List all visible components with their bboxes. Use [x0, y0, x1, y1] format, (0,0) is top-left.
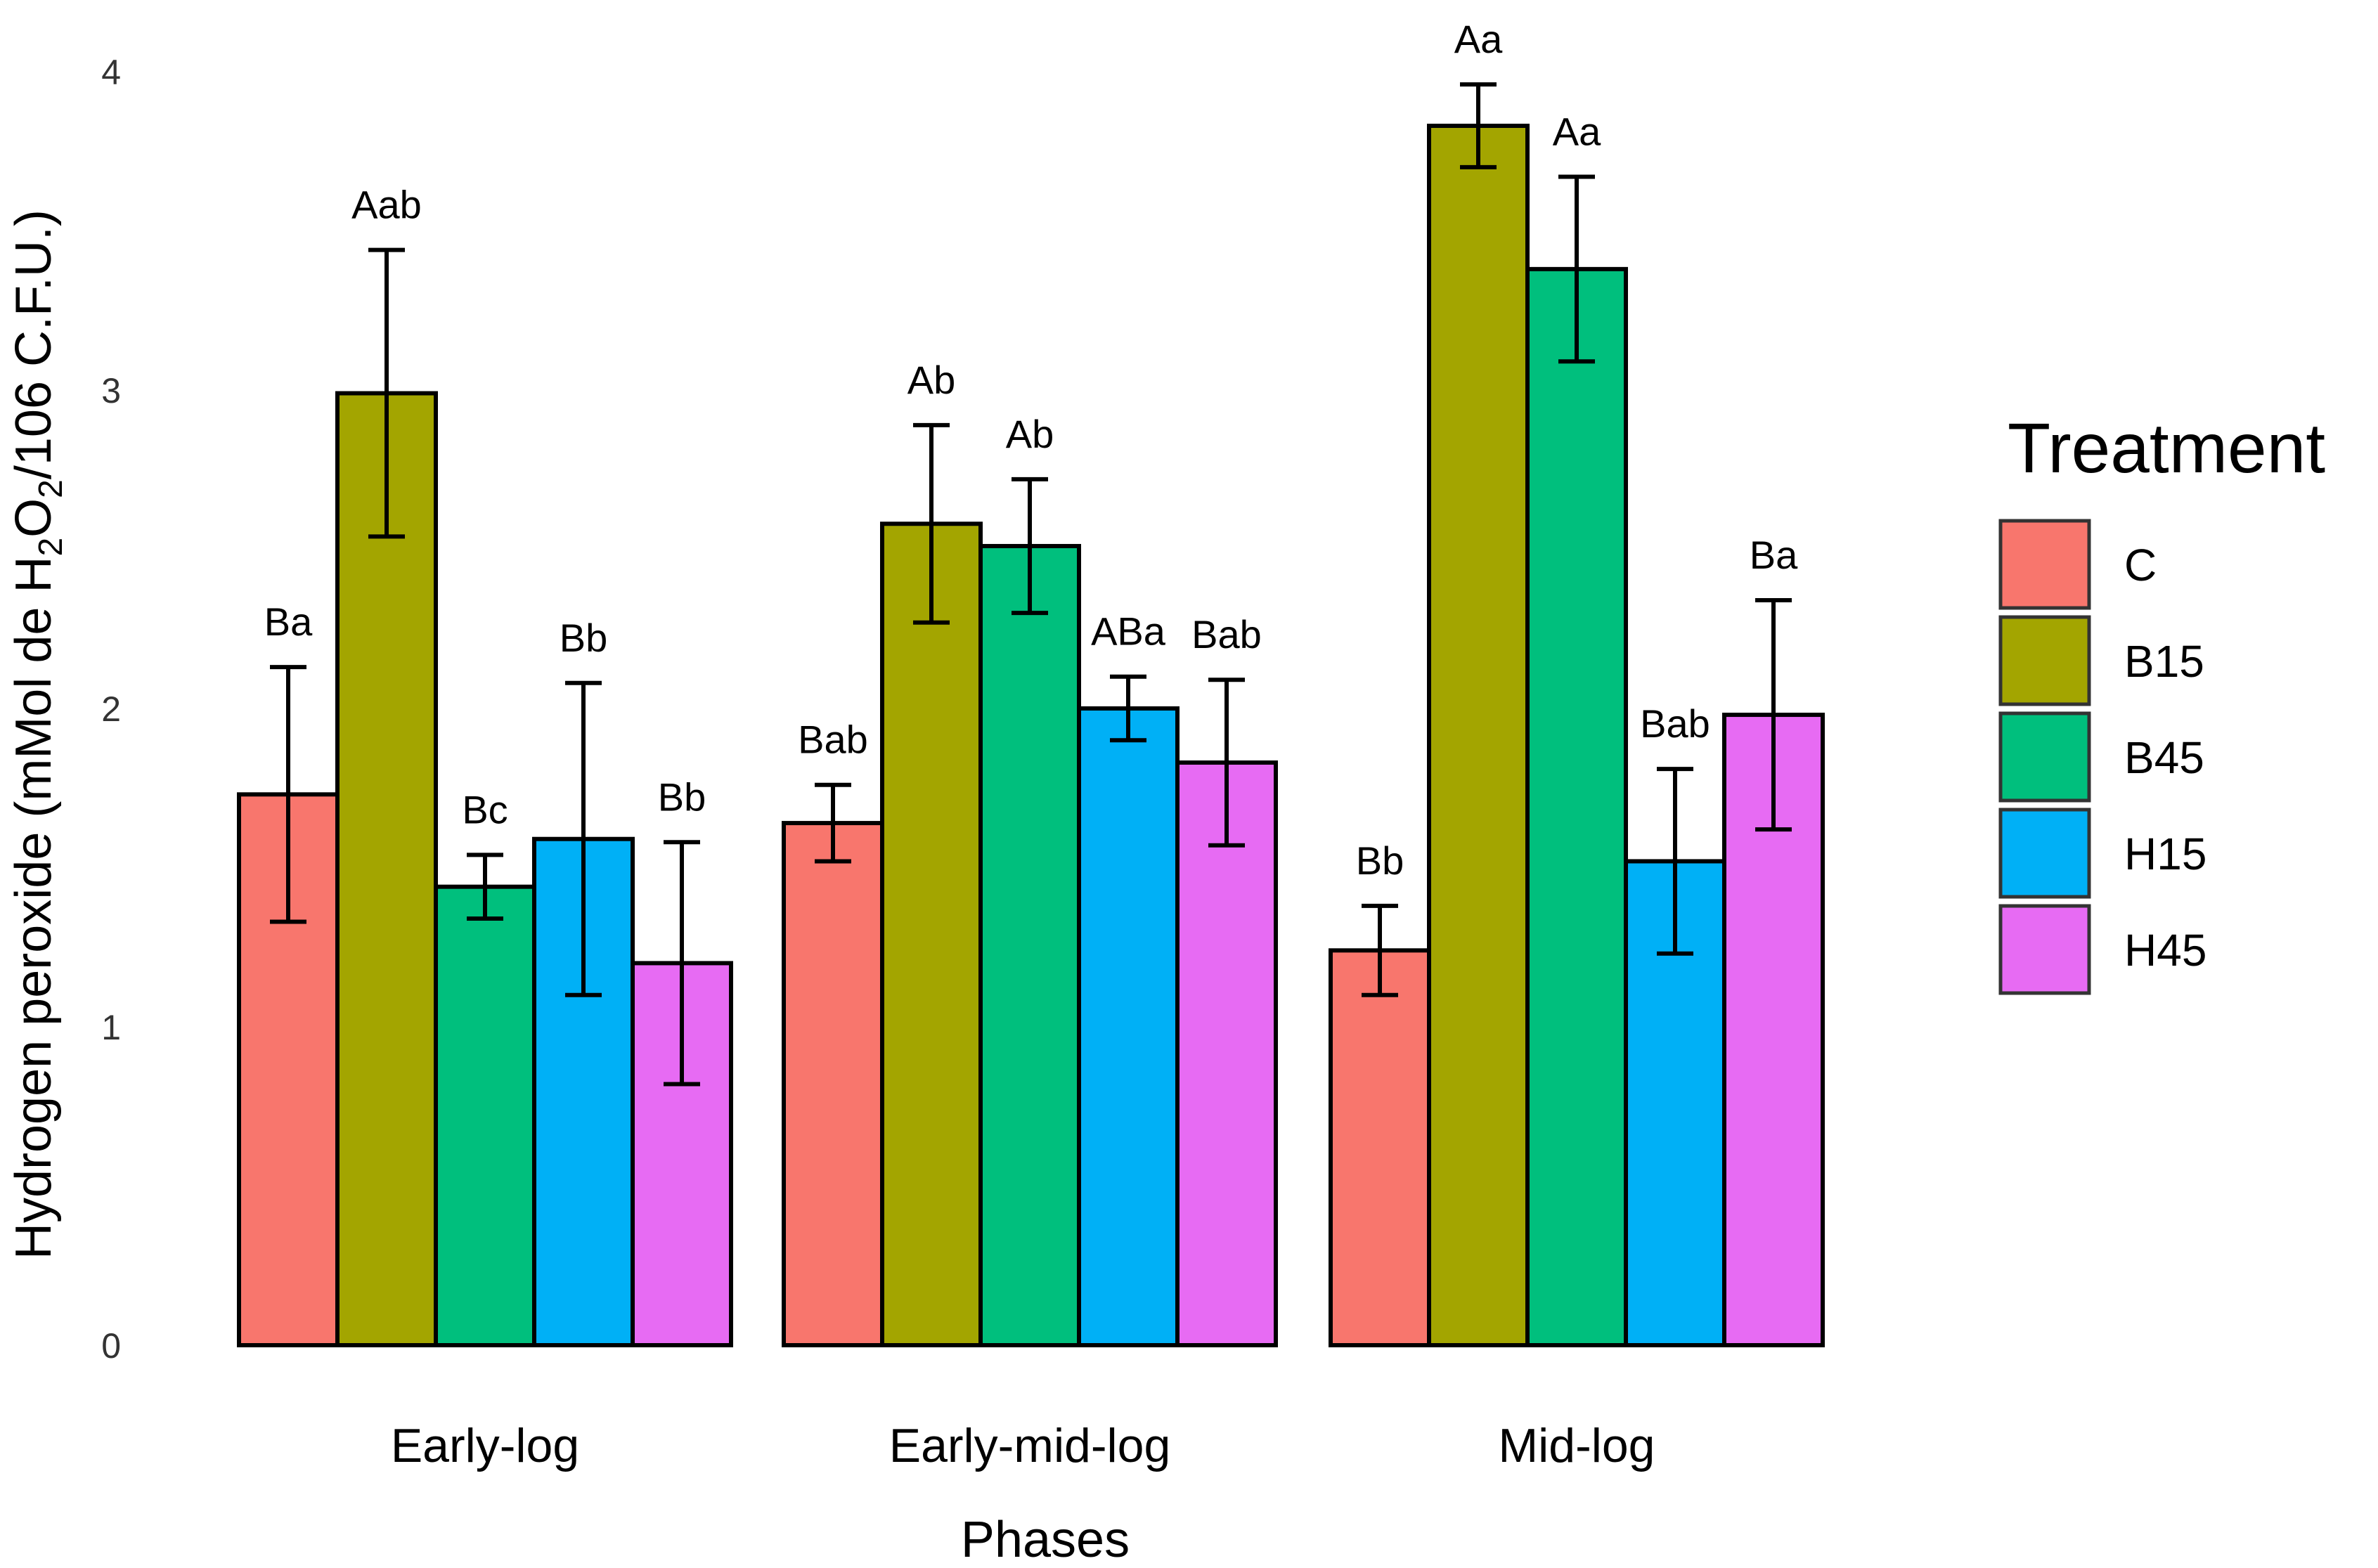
- significance-labels: Ba Aab Bc Bb Bb Bab Ab Ab ABa Bab Bb Aa Aa Bab Ba: [264, 17, 1798, 883]
- legend-title: Treatment: [2008, 409, 2325, 488]
- y-tick-label: 3: [101, 371, 121, 410]
- x-category-label: Early-log: [391, 1419, 579, 1472]
- bar-c: [1329, 948, 1431, 1347]
- bar-b15: [335, 391, 438, 1347]
- x-category-label: Mid-log: [1499, 1419, 1655, 1472]
- significance-label: Aab: [351, 183, 422, 227]
- bar-h45: [631, 961, 733, 1347]
- y-axis-title: Hydrogen peroxide (mMol de H2O2/106 C.F.…: [6, 209, 70, 1259]
- significance-label: Bb: [658, 775, 706, 819]
- significance-label: Ba: [264, 600, 313, 644]
- legend-label-b15: B15: [2124, 636, 2204, 687]
- significance-label: Ab: [1006, 412, 1054, 456]
- bar-h45: [1175, 760, 1278, 1347]
- legend-swatch-h45: [1998, 904, 2091, 995]
- y-axis-title-suffix: /106 C.F.U.): [6, 209, 62, 479]
- y-axis-ticks: 0 1 2 3 4: [101, 53, 121, 1366]
- legend-label-h15: H15: [2124, 829, 2206, 879]
- bar-h15: [1077, 706, 1180, 1347]
- y-axis-title-sub1: 2: [32, 538, 70, 557]
- significance-label: Bb: [1356, 838, 1404, 883]
- bar-b45: [1525, 266, 1628, 1347]
- legend-swatch-b15: [1998, 615, 2091, 706]
- significance-label: Bab: [1640, 701, 1710, 746]
- legend-swatch-b45: [1998, 711, 2091, 803]
- bars: [237, 124, 1825, 1348]
- y-tick-label: 4: [101, 53, 121, 92]
- legend-swatch-h15: [1998, 808, 2091, 899]
- legend-label-b45: B45: [2124, 732, 2204, 783]
- bar-c: [782, 821, 884, 1347]
- significance-label: Bc: [462, 787, 508, 831]
- legend-swatch-c: [1998, 519, 2091, 610]
- y-tick-label: 1: [101, 1008, 121, 1047]
- y-axis-title-prefix: Hydrogen peroxide (mMol de H: [6, 557, 62, 1259]
- significance-label: Aa: [1454, 17, 1503, 61]
- significance-label: Bb: [560, 616, 608, 660]
- legend-label-h45: H45: [2124, 925, 2206, 976]
- significance-label: Aa: [1553, 109, 1601, 153]
- significance-label: Ab: [907, 358, 956, 402]
- significance-label: Ba: [1750, 533, 1798, 577]
- significance-label: ABa: [1091, 609, 1166, 654]
- significance-label: Bab: [798, 718, 868, 762]
- y-tick-label: 2: [101, 689, 121, 729]
- error-bars: [270, 82, 1792, 1087]
- y-tick-label: 0: [101, 1326, 121, 1366]
- y-axis-title-mid: O: [6, 498, 62, 538]
- bar-b45: [978, 543, 1081, 1347]
- legend: Treatment C B15 B45 H15 H45: [1998, 409, 2325, 995]
- x-axis-category-labels: Early-log Early-mid-log Mid-log: [391, 1419, 1655, 1472]
- significance-label: Bab: [1191, 612, 1262, 656]
- legend-label-c: C: [2124, 540, 2157, 590]
- bar-b15: [1427, 124, 1530, 1347]
- x-axis-title: Phases: [961, 1512, 1130, 1568]
- bar-b15: [880, 521, 983, 1347]
- bar-b45: [434, 884, 536, 1348]
- x-category-label: Early-mid-log: [889, 1419, 1171, 1472]
- y-axis-title-sub2: 2: [32, 479, 70, 498]
